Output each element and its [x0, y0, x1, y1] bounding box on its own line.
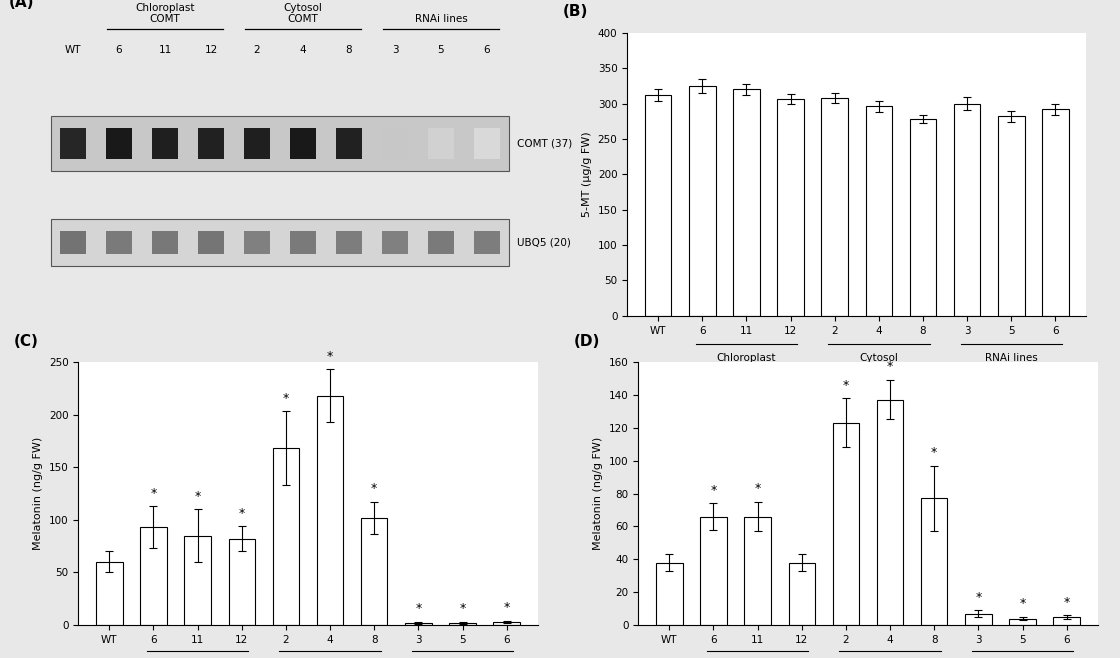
- Bar: [405, 623, 431, 625]
- Bar: [382, 231, 408, 254]
- Text: *: *: [150, 486, 157, 499]
- Bar: [60, 231, 85, 254]
- Text: *: *: [416, 602, 421, 615]
- Bar: [645, 95, 671, 316]
- Bar: [428, 231, 454, 254]
- Bar: [734, 89, 759, 316]
- Bar: [106, 231, 132, 254]
- Text: *: *: [931, 446, 937, 459]
- Bar: [909, 119, 936, 316]
- Bar: [954, 103, 980, 316]
- Text: 5: 5: [438, 45, 445, 55]
- Bar: [96, 562, 122, 625]
- Bar: [50, 116, 510, 171]
- Bar: [382, 128, 408, 159]
- Bar: [832, 422, 859, 625]
- Bar: [1009, 619, 1036, 625]
- Y-axis label: 5-MT (μg/g FW): 5-MT (μg/g FW): [582, 132, 592, 217]
- Bar: [494, 622, 520, 625]
- Text: (A): (A): [9, 0, 35, 10]
- Bar: [745, 517, 771, 625]
- Bar: [821, 98, 848, 316]
- Bar: [228, 539, 255, 625]
- Text: *: *: [1064, 595, 1070, 609]
- Bar: [475, 128, 500, 159]
- Text: RNAi lines: RNAi lines: [984, 353, 1038, 363]
- Text: *: *: [371, 482, 377, 495]
- Text: WT: WT: [65, 45, 82, 55]
- Y-axis label: Melatonin (ng/g FW): Melatonin (ng/g FW): [594, 437, 604, 550]
- Text: UBQ5 (20): UBQ5 (20): [516, 238, 570, 247]
- Text: (C): (C): [15, 334, 39, 349]
- Text: (D): (D): [575, 334, 600, 349]
- Text: *: *: [327, 349, 334, 363]
- Bar: [700, 517, 727, 625]
- Text: 8: 8: [346, 45, 353, 55]
- Text: 2: 2: [254, 45, 260, 55]
- Bar: [656, 563, 682, 625]
- Text: *: *: [755, 482, 760, 495]
- Bar: [877, 399, 904, 625]
- Bar: [152, 128, 178, 159]
- Bar: [290, 231, 316, 254]
- Text: Cytosol
COMT: Cytosol COMT: [283, 3, 323, 24]
- Text: Chloroplast
COMT: Chloroplast COMT: [136, 3, 195, 24]
- Text: 4: 4: [300, 45, 306, 55]
- Bar: [106, 128, 132, 159]
- Text: COMT (37): COMT (37): [516, 138, 572, 149]
- Bar: [185, 536, 211, 625]
- Text: 6: 6: [115, 45, 122, 55]
- Bar: [361, 518, 388, 625]
- Text: Chloroplast
COMT: Chloroplast COMT: [717, 353, 776, 374]
- Bar: [198, 128, 224, 159]
- Text: *: *: [710, 484, 717, 497]
- Bar: [1043, 109, 1068, 316]
- Bar: [428, 128, 454, 159]
- Text: 6: 6: [484, 45, 491, 55]
- Bar: [336, 128, 362, 159]
- Text: 12: 12: [204, 45, 217, 55]
- Text: 3: 3: [392, 45, 399, 55]
- Text: *: *: [842, 378, 849, 392]
- Bar: [1054, 617, 1080, 625]
- Bar: [50, 219, 510, 266]
- Bar: [689, 86, 716, 316]
- Bar: [998, 116, 1025, 316]
- Text: *: *: [976, 591, 981, 604]
- Bar: [921, 499, 948, 625]
- Bar: [198, 231, 224, 254]
- Text: Cytosol
COMT: Cytosol COMT: [859, 353, 898, 374]
- Text: *: *: [459, 602, 466, 615]
- Bar: [290, 128, 316, 159]
- Bar: [244, 128, 270, 159]
- Text: *: *: [282, 392, 289, 405]
- Text: (B): (B): [563, 4, 588, 18]
- Text: *: *: [1019, 597, 1026, 611]
- Text: RNAi lines: RNAi lines: [414, 14, 467, 24]
- Bar: [449, 623, 476, 625]
- Y-axis label: Melatonin (ng/g FW): Melatonin (ng/g FW): [34, 437, 44, 550]
- Bar: [788, 563, 815, 625]
- Bar: [317, 395, 344, 625]
- Bar: [60, 128, 85, 159]
- Text: *: *: [504, 601, 510, 615]
- Text: *: *: [239, 507, 245, 520]
- Text: *: *: [887, 361, 894, 373]
- Bar: [336, 231, 362, 254]
- Bar: [152, 231, 178, 254]
- Bar: [475, 231, 500, 254]
- Bar: [244, 231, 270, 254]
- Text: 11: 11: [158, 45, 171, 55]
- Text: *: *: [195, 490, 200, 503]
- Bar: [272, 448, 299, 625]
- Bar: [140, 527, 167, 625]
- Bar: [965, 613, 991, 625]
- Bar: [866, 107, 893, 316]
- Bar: [777, 99, 804, 316]
